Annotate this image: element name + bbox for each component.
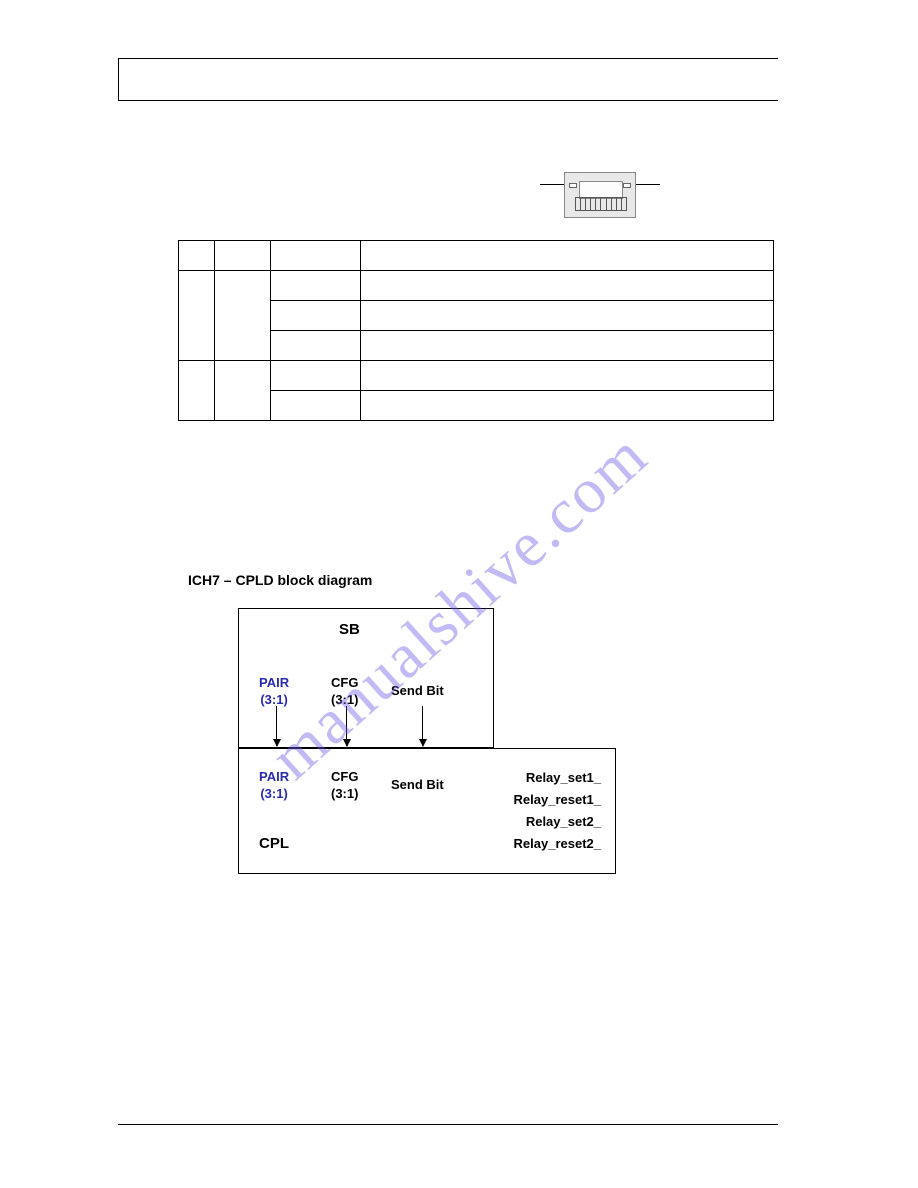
table-row: [179, 361, 774, 391]
page-corner-frame: [118, 58, 778, 100]
header-rule: [118, 100, 778, 101]
cpl-block: PAIR (3:1) CFG (3:1) Send Bit CPL Relay_…: [238, 748, 616, 874]
relay-reset2: Relay_reset2_: [514, 833, 601, 855]
sb-label: SB: [339, 621, 360, 638]
cpl-send-signal: Send Bit: [391, 777, 444, 794]
cpl-pair-line2: (3:1): [260, 786, 287, 801]
cpl-cfg-line2: (3:1): [331, 786, 358, 801]
pinout-table: [178, 240, 774, 421]
connector-pins: [575, 197, 627, 211]
arrow-send: [422, 706, 423, 746]
cpl-cfg-line1: CFG: [331, 769, 358, 784]
arrow-pair: [276, 706, 277, 746]
table-row: [179, 241, 774, 271]
diagram-title: ICH7 – CPLD block diagram: [188, 572, 372, 588]
sb-cfg-line2: (3:1): [331, 692, 358, 707]
relay-set2: Relay_set2_: [514, 811, 601, 833]
sb-send-signal: Send Bit: [391, 683, 444, 700]
footer-rule: [118, 1124, 778, 1125]
sb-pair-line1: PAIR: [259, 675, 289, 690]
relay-outputs: Relay_set1_ Relay_reset1_ Relay_set2_ Re…: [514, 767, 601, 855]
cpl-cfg-signal: CFG (3:1): [331, 769, 358, 803]
sb-pair-line2: (3:1): [260, 692, 287, 707]
cpl-label: CPL: [259, 835, 289, 852]
connector-hole-right: [623, 183, 631, 188]
relay-reset1: Relay_reset1_: [514, 789, 601, 811]
arrow-cfg: [346, 706, 347, 746]
table-row: [179, 271, 774, 301]
cpl-pair-signal: PAIR (3:1): [259, 769, 289, 803]
sb-cfg-signal: CFG (3:1): [331, 675, 358, 709]
sb-cfg-line1: CFG: [331, 675, 358, 690]
sb-pair-signal: PAIR (3:1): [259, 675, 289, 709]
cpl-pair-line1: PAIR: [259, 769, 289, 784]
connector-hole-left: [569, 183, 577, 188]
relay-set1: Relay_set1_: [514, 767, 601, 789]
connector-body: [564, 172, 636, 218]
rj45-connector-icon: [540, 172, 660, 222]
